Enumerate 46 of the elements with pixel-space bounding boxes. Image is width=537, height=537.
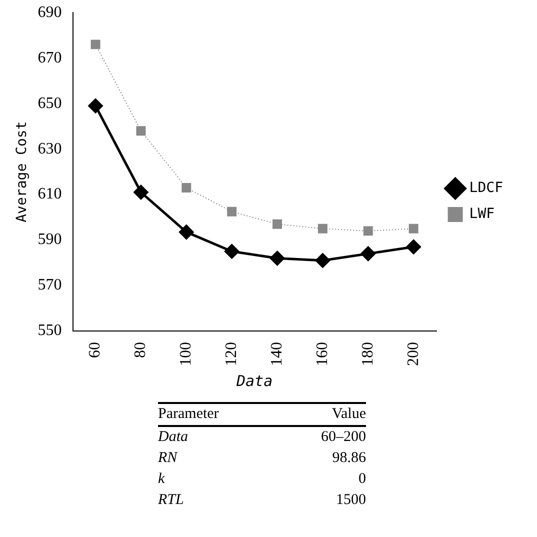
text: Parameter <box>158 403 278 426</box>
legend-label: LDCF <box>469 180 504 196</box>
point <box>227 206 237 216</box>
y-tick-label: 610 <box>38 186 62 203</box>
y-tick-label: 690 <box>38 4 62 21</box>
text: RN <box>158 449 179 468</box>
point <box>134 185 148 200</box>
point <box>318 224 328 234</box>
x-tick-label: 180 <box>359 342 376 366</box>
y-tick-label: 670 <box>38 49 62 66</box>
point <box>88 98 103 114</box>
text: RTL <box>158 490 278 512</box>
point <box>179 224 194 240</box>
point <box>272 219 282 229</box>
x-tick-label: 200 <box>404 342 422 366</box>
legend-label: LWF <box>469 206 495 222</box>
text: k <box>158 470 166 489</box>
text: 0 <box>358 470 366 489</box>
x-axis-title: Data <box>235 372 273 390</box>
text: 98.86 <box>331 449 366 468</box>
y-axis-title: Average Cost <box>14 121 30 222</box>
x-tick-label: 80 <box>132 342 150 358</box>
y-tick-label: 590 <box>38 231 62 248</box>
x-tick-label: 120 <box>223 342 240 366</box>
y-tick-label: 550 <box>38 322 62 340</box>
point <box>363 226 373 236</box>
x-tick-label: 140 <box>268 342 286 366</box>
point <box>315 253 330 268</box>
point <box>136 126 146 136</box>
y-tick-label: 630 <box>38 140 62 158</box>
point <box>408 224 418 234</box>
point <box>270 250 285 266</box>
x-tick-label: 60 <box>86 342 104 358</box>
point <box>406 240 421 254</box>
y-tick-label: 650 <box>38 94 62 112</box>
x-tick-label: 100 <box>178 342 195 366</box>
point <box>90 40 100 50</box>
point <box>360 246 376 261</box>
point <box>224 244 240 259</box>
y-tick-label: 570 <box>38 276 62 294</box>
x-tick-label: 160 <box>314 342 331 366</box>
text: 1500 <box>278 490 366 512</box>
text: Value <box>278 403 366 426</box>
text: Data <box>158 428 189 447</box>
text: 60–200 <box>320 428 366 447</box>
point <box>182 182 192 192</box>
